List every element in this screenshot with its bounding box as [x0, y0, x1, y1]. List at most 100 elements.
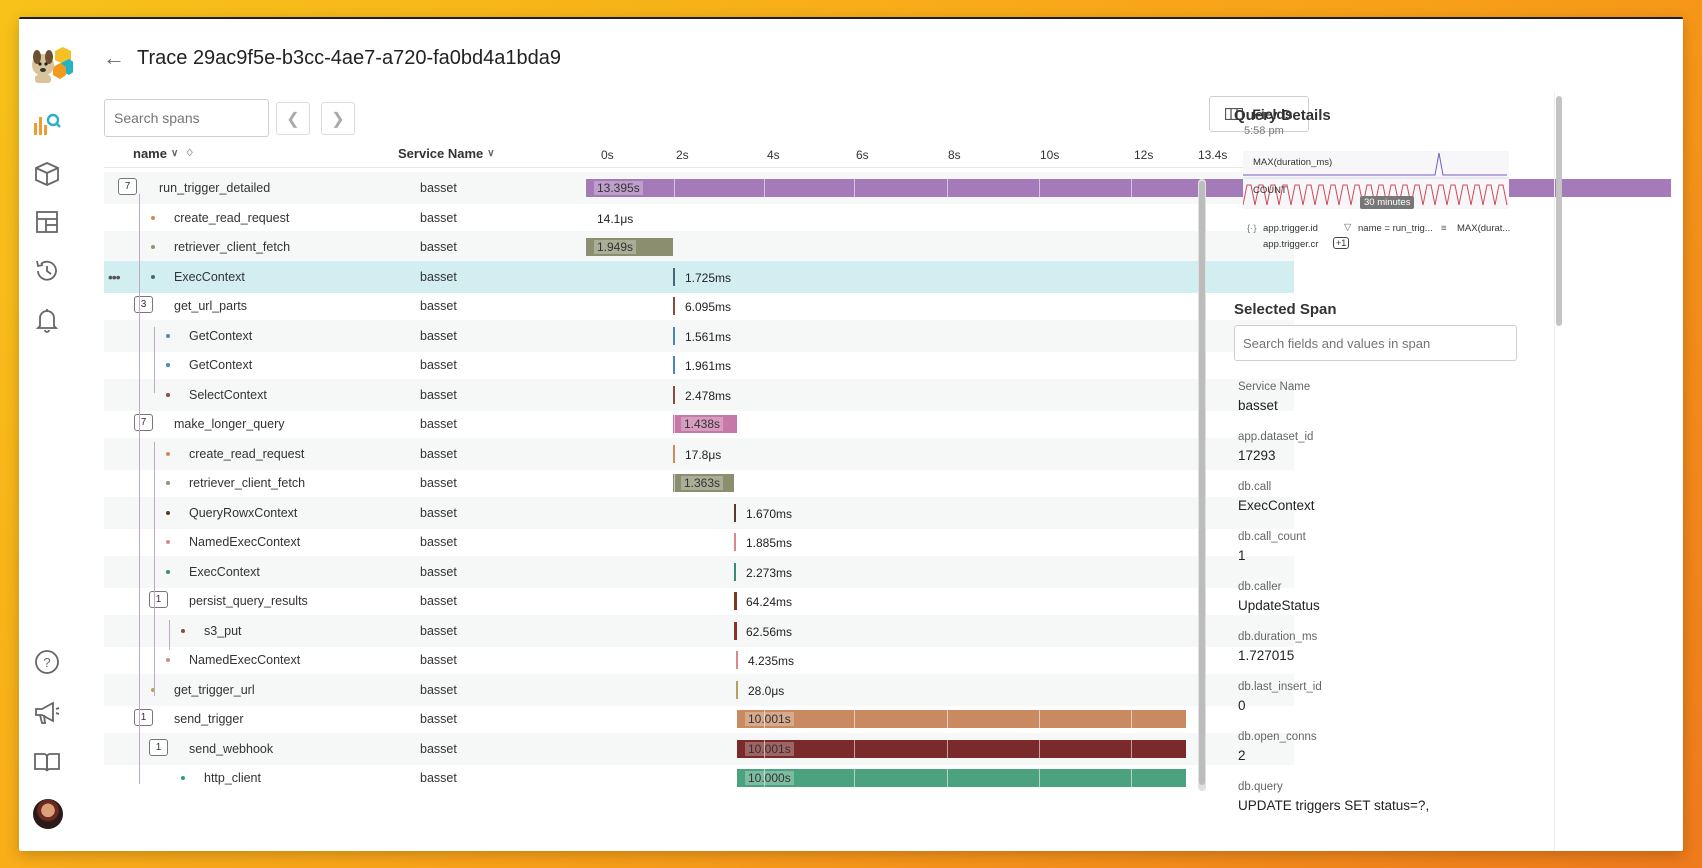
table-scrollbar[interactable] [1198, 179, 1206, 791]
span-name[interactable]: make_longer_query [174, 417, 285, 431]
fields-button[interactable]: Fields [1209, 96, 1309, 132]
span-duration-bar[interactable]: 10.001s [737, 739, 1186, 758]
attribute-value[interactable]: UPDATE triggers SET status=?, [1238, 798, 1430, 813]
more-badge[interactable]: +1 [1333, 237, 1350, 249]
span-duration-bar[interactable]: 1.949s [586, 238, 673, 256]
span-row[interactable]: SelectContext basset 2.478ms [104, 378, 1294, 411]
attribute-value[interactable]: ExecContext [1238, 498, 1315, 513]
span-duration-bar[interactable] [673, 385, 675, 404]
span-name[interactable]: http_client [204, 771, 261, 785]
help-icon[interactable]: ? [32, 647, 62, 677]
span-duration-bar[interactable] [673, 326, 675, 345]
child-count-badge[interactable]: 7 [118, 178, 137, 195]
span-row[interactable]: 7 run_trigger_detailed basset 13.395s [104, 172, 1671, 204]
service-column-header[interactable]: Service Name ∨ [398, 146, 495, 161]
span-attribute[interactable]: db.caller UpdateStatus [1238, 581, 1320, 613]
span-duration-bar[interactable]: 10.000s [737, 769, 1186, 787]
span-row[interactable]: GetContext basset 1.561ms [104, 319, 1294, 352]
span-name[interactable]: create_read_request [174, 210, 290, 225]
span-attribute[interactable]: Service Name basset [1238, 381, 1310, 413]
span-name[interactable]: ExecContext [189, 564, 260, 579]
search-spans-input[interactable] [104, 99, 269, 137]
query-sparkline[interactable]: MAX(duration_ms) COUNT 30 minutes [1243, 151, 1509, 209]
user-avatar[interactable] [33, 799, 63, 829]
triggers-bell-icon[interactable] [32, 305, 62, 335]
child-count-badge[interactable]: 1 [134, 709, 153, 726]
attribute-value[interactable]: UpdateStatus [1238, 598, 1320, 613]
span-name[interactable]: SelectContext [189, 387, 267, 402]
child-count-badge[interactable]: 1 [149, 591, 168, 608]
span-name[interactable]: GetContext [189, 358, 253, 372]
span-attribute[interactable]: db.last_insert_id 0 [1238, 681, 1322, 713]
span-name[interactable]: get_url_parts [174, 299, 247, 313]
span-name[interactable]: GetContext [189, 328, 253, 343]
attribute-value[interactable]: basset [1238, 398, 1278, 413]
span-row[interactable]: 1 persist_query_results basset 64.24ms [104, 585, 1294, 617]
span-row[interactable]: NamedExecContext basset 1.885ms [104, 526, 1294, 558]
span-duration-bar[interactable] [736, 651, 738, 669]
more-options-icon[interactable]: ••• [108, 268, 121, 285]
span-duration-bar[interactable]: 10.001s [737, 710, 1186, 728]
attribute-value[interactable]: 2 [1238, 748, 1246, 763]
docs-book-icon[interactable] [32, 747, 62, 777]
span-name[interactable]: get_trigger_url [174, 682, 255, 697]
span-row[interactable]: GetContext basset 1.961ms [104, 349, 1294, 381]
span-duration-bar[interactable]: 1.438s [673, 415, 737, 433]
span-duration-bar[interactable] [734, 562, 736, 581]
datasets-icon[interactable] [32, 159, 62, 189]
attribute-value[interactable]: 0 [1238, 698, 1246, 713]
span-name[interactable]: retriever_client_fetch [189, 476, 306, 490]
span-duration-bar[interactable] [673, 356, 675, 374]
span-row[interactable]: 3 get_url_parts basset 6.095ms [104, 290, 1294, 322]
span-row[interactable]: create_read_request basset 17.8μs [104, 437, 1294, 470]
child-count-badge[interactable]: 7 [134, 414, 153, 431]
span-row[interactable]: NamedExecContext basset 4.235ms [104, 644, 1294, 676]
span-duration-bar[interactable]: 1.363s [673, 474, 734, 492]
span-name[interactable]: retriever_client_fetch [174, 240, 291, 254]
span-row[interactable]: ExecContext basset 2.273ms [104, 555, 1294, 588]
chevron-down-icon[interactable]: ∨ [487, 148, 495, 159]
name-column-header[interactable]: name ∨ ♢ [133, 146, 194, 161]
child-count-badge[interactable]: 1 [149, 738, 168, 756]
span-duration-bar[interactable] [673, 297, 675, 315]
span-row[interactable]: 7 make_longer_query basset 1.438s [104, 408, 1294, 440]
span-row[interactable]: 1 send_trigger basset 10.001s [104, 703, 1294, 735]
next-span-button[interactable]: ❯ [321, 102, 355, 135]
span-row[interactable]: create_read_request basset 14.1μs [104, 202, 1294, 234]
span-name[interactable]: s3_put [204, 623, 242, 638]
chevron-down-icon[interactable]: ∨ [170, 148, 179, 159]
span-name[interactable]: send_trigger [174, 712, 244, 726]
logo-icon[interactable] [25, 43, 73, 85]
span-duration-bar[interactable] [734, 503, 736, 522]
span-name[interactable]: send_webhook [189, 741, 274, 756]
span-row[interactable]: retriever_client_fetch basset 1.363s [104, 467, 1294, 499]
history-icon[interactable] [32, 256, 62, 286]
span-name[interactable]: create_read_request [189, 446, 305, 461]
span-row[interactable]: 1 send_webhook basset 10.001s [104, 732, 1294, 765]
span-duration-bar[interactable] [673, 444, 675, 463]
span-row[interactable]: retriever_client_fetch basset 1.949s [104, 231, 1294, 263]
span-row[interactable]: get_trigger_url basset 28.0μs [104, 673, 1294, 706]
span-row[interactable]: QueryRowxContext basset 1.670ms [104, 496, 1294, 529]
attribute-value[interactable]: 17293 [1238, 448, 1276, 463]
child-count-badge[interactable]: 3 [134, 296, 153, 313]
span-row[interactable]: http_client basset 10.000s [104, 762, 1294, 794]
span-duration-bar[interactable] [734, 533, 736, 551]
attribute-value[interactable]: 1 [1238, 548, 1246, 563]
span-attribute[interactable]: db.call_count 1 [1238, 531, 1306, 563]
panel-scrollbar[interactable] [1554, 92, 1562, 851]
back-arrow-icon[interactable]: ← [103, 45, 125, 70]
query-icon[interactable] [32, 109, 62, 139]
span-name[interactable]: NamedExecContext [189, 535, 301, 549]
span-name[interactable]: run_trigger_detailed [159, 181, 271, 195]
span-name[interactable]: NamedExecContext [189, 653, 301, 667]
span-name[interactable]: QueryRowxContext [189, 505, 298, 520]
span-duration-bar[interactable] [673, 267, 675, 286]
span-duration-bar[interactable] [736, 680, 738, 699]
span-name[interactable]: ExecContext [174, 269, 245, 284]
boards-icon[interactable] [32, 207, 62, 237]
announcements-icon[interactable] [32, 697, 62, 727]
span-attribute[interactable]: db.duration_ms 1.727015 [1238, 631, 1317, 663]
span-attribute[interactable]: db.call ExecContext [1238, 481, 1315, 513]
prev-span-button[interactable]: ❮ [276, 102, 310, 135]
